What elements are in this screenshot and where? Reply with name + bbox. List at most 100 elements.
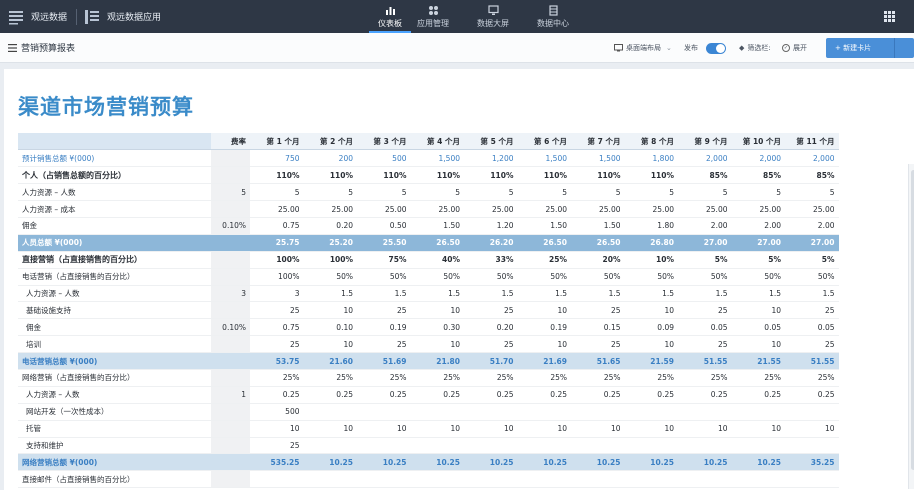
month-cell: 26.50: [410, 234, 464, 252]
nav-tab-label: 数据中心: [537, 19, 569, 28]
month-cell: [464, 437, 518, 455]
layout-selector[interactable]: 桌面端布局 ⌄: [614, 43, 672, 53]
rate-cell: [211, 470, 250, 489]
month-cell: 0.19: [517, 318, 571, 337]
row-label: 个人（占销售总额的百分比）: [18, 166, 211, 185]
button-divider: [894, 38, 895, 58]
month-cell: 0.75: [250, 217, 304, 235]
month-cell: 1.50: [517, 217, 571, 235]
month-cell: 25%: [250, 369, 304, 387]
grid-menu-icon[interactable]: [884, 11, 895, 22]
month-cell: 10: [250, 420, 304, 438]
month-cell: 25%: [303, 369, 357, 387]
month-cell: 2.00: [731, 217, 785, 235]
month-cell: 25%: [357, 369, 411, 387]
month-cell: 5: [357, 183, 411, 202]
month-cell: 第 5 个月: [464, 133, 518, 151]
month-cell: [410, 470, 464, 489]
publish-toggle[interactable]: [706, 43, 726, 54]
month-cell: [357, 470, 411, 489]
nav-tab-app-management[interactable]: 应用管理: [404, 0, 462, 33]
month-cell: 1.5: [517, 285, 571, 303]
month-cell: 26.80: [624, 234, 678, 252]
month-cell: 3: [250, 285, 304, 303]
table-row: 网站开发（一次性成本） 500: [18, 403, 839, 421]
table-row: 人力资源 – 人数 1 0.25 0.25 0.25 0.25 0.25 0.25 0.25 0.…: [18, 386, 839, 404]
rate-cell: [211, 437, 250, 455]
nav-tab-dashboard[interactable]: 仪表板: [361, 0, 419, 33]
month-cell: 25.00: [357, 200, 411, 218]
month-cell: 10: [731, 301, 785, 320]
app-name: 观远数据应用: [107, 13, 162, 23]
month-cell: 25.20: [303, 234, 357, 252]
month-cell: 10.25: [678, 453, 732, 472]
month-cell: 25: [357, 335, 411, 354]
table-row: 支持和维护 25: [18, 437, 839, 455]
month-cell: 26.50: [571, 234, 625, 252]
month-cell: 1.5: [357, 285, 411, 303]
month-cell: 25.00: [250, 200, 304, 218]
rate-cell: [211, 403, 250, 421]
month-cell: [303, 403, 357, 421]
month-cell: 0.25: [678, 386, 732, 404]
new-card-button[interactable]: + 新建卡片: [826, 38, 914, 58]
monitor-icon: [487, 5, 499, 15]
month-cell: 25%: [464, 369, 518, 387]
app-switcher[interactable]: 观远数据应用: [84, 0, 161, 33]
month-cell: 10.25: [410, 453, 464, 472]
row-label: 网站开发（一次性成本）: [18, 403, 211, 421]
month-cell: 5: [624, 183, 678, 202]
vertical-scrollbar[interactable]: [908, 164, 914, 489]
month-cell: 0.05: [731, 318, 785, 337]
month-cell: 51.70: [464, 352, 518, 370]
month-cell: 25.00: [464, 200, 518, 218]
month-cell: 25: [678, 335, 732, 354]
month-cell: 5%: [785, 251, 839, 269]
month-cell: 5: [678, 183, 732, 202]
month-cell: 0.25: [624, 386, 678, 404]
month-cell: [678, 470, 732, 489]
filter-bar-control[interactable]: ◆ 筛选栏:: [739, 43, 771, 53]
nav-tab-data-screen[interactable]: 数据大屏: [464, 0, 522, 33]
month-cell: 10: [410, 301, 464, 320]
month-cell: 1.5: [410, 285, 464, 303]
month-cell: 40%: [410, 251, 464, 269]
month-cell: 10.25: [624, 453, 678, 472]
month-cell: 2,000: [731, 149, 785, 168]
month-cell: 25.00: [785, 200, 839, 218]
rate-cell: [211, 166, 250, 185]
month-cell: 0.15: [571, 318, 625, 337]
budget-table-grid: 费率第 1 个月第 2 个月第 3 个月第 4 个月第 5 个月第 6 个月第 …: [18, 133, 839, 489]
month-cell: 25%: [517, 251, 571, 269]
expand-toggle[interactable]: ✓ 展开: [782, 43, 807, 53]
month-cell: 5%: [678, 251, 732, 269]
month-cell: 25: [571, 301, 625, 320]
nav-tab-data-center[interactable]: 数据中心: [524, 0, 582, 33]
month-cell: [624, 403, 678, 421]
month-cell: [624, 437, 678, 455]
month-cell: 2,000: [785, 149, 839, 168]
month-cell: [250, 470, 304, 489]
month-cell: [785, 437, 839, 455]
apps-icon: [428, 6, 438, 15]
month-cell: 0.20: [303, 217, 357, 235]
month-cell: 10.25: [517, 453, 571, 472]
month-cell: [464, 403, 518, 421]
expand-label: 展开: [793, 44, 807, 52]
month-cell: 50%: [785, 268, 839, 286]
month-cell: 25: [250, 335, 304, 354]
brand-logo[interactable]: 观远数据: [8, 0, 67, 33]
table-row: 培训 25 10 25 10 25 10 25 10 25 10 25: [18, 335, 839, 354]
layout-label: 桌面端布局: [626, 44, 661, 52]
month-cell: 50%: [303, 268, 357, 286]
menu-icon[interactable]: [8, 43, 17, 52]
month-cell: [303, 470, 357, 489]
filter-label: 筛选栏:: [747, 44, 771, 52]
month-cell: 10.25: [464, 453, 518, 472]
rate-cell: [211, 149, 250, 168]
month-cell: [464, 470, 518, 489]
month-cell: 51.65: [571, 352, 625, 370]
month-cell: [357, 437, 411, 455]
month-cell: 25: [250, 301, 304, 320]
month-cell: 10: [731, 420, 785, 438]
